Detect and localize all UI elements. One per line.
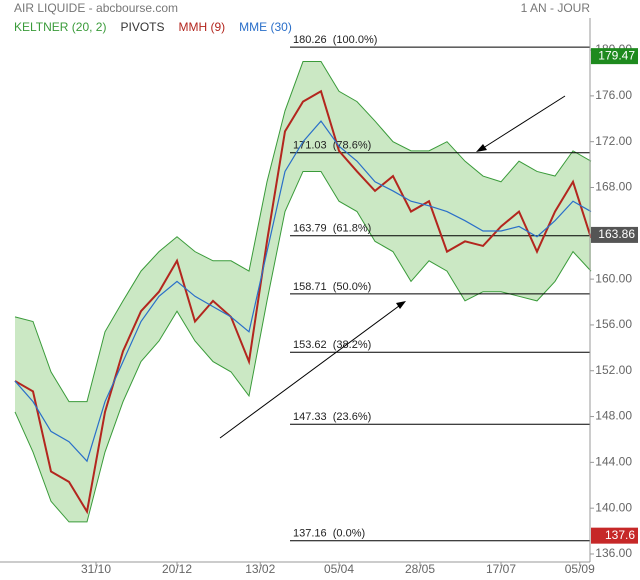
x-tick-label: 17/07: [486, 562, 516, 576]
price-tag-label: 163.86: [598, 227, 635, 241]
y-tick-label: 136.00: [595, 546, 632, 560]
x-tick-label: 20/12: [162, 562, 192, 576]
price-tag: [591, 48, 638, 65]
pivot-label: 163.79 (61.8%): [293, 223, 371, 235]
x-tick-label: 28/05: [405, 562, 435, 576]
keltner-lower: [14, 170, 592, 523]
pivot-label: 137.16 (0.0%): [293, 528, 365, 540]
y-tick-label: 168.00: [595, 180, 632, 194]
price-tag: [591, 226, 638, 243]
legend-entry: KELTNER (20, 2): [14, 20, 106, 34]
price-tag-label: 179.47: [598, 48, 635, 62]
x-tick-label: 05/04: [324, 562, 354, 576]
arrow-head: [396, 301, 406, 309]
keltner-band-area: [15, 61, 591, 522]
price-tag-label: 137.6: [605, 528, 635, 542]
legend-entry: MMH (9): [179, 20, 226, 34]
series-line: [14, 120, 592, 463]
y-tick-label: 176.00: [595, 88, 632, 102]
x-tick-label: 31/10: [81, 562, 111, 576]
y-tick-label: 144.00: [595, 455, 632, 469]
pivot-label: 180.26 (100.0%): [293, 34, 377, 46]
trend-arrow: [479, 95, 566, 151]
y-tick-label: 172.00: [595, 134, 632, 148]
trend-arrow: [219, 302, 404, 439]
x-tick-label: 05/09: [565, 562, 595, 576]
pivot-label: 153.62 (38.2%): [293, 339, 371, 351]
y-tick-label: 160.00: [595, 271, 632, 285]
plot: 180.26 (100.0%) 171.03 (78.6%) 163.79 (61.…: [14, 34, 592, 542]
legend-entry: PIVOTS: [120, 20, 164, 34]
y-tick-label: 156.00: [595, 317, 632, 331]
y-tick-label: 140.00: [595, 500, 632, 514]
y-tick-label: 148.00: [595, 409, 632, 423]
y-tick-label: 152.00: [595, 363, 632, 377]
pivot-label: 147.33 (23.6%): [293, 411, 371, 423]
legend-entry: MME (30): [239, 20, 292, 34]
pivot-label: 171.03 (78.6%): [293, 140, 371, 152]
chart-subtitle: 1 AN - JOUR: [521, 1, 591, 15]
series-line: [14, 89, 592, 515]
arrow-head: [476, 144, 487, 152]
price-tag: [591, 527, 638, 544]
pivot-label: 158.71 (50.0%): [293, 281, 371, 293]
keltner-upper: [14, 61, 592, 403]
x-tick-label: 13/02: [245, 562, 275, 576]
chart-title: AIR LIQUIDE - abcbourse.com: [14, 1, 178, 15]
